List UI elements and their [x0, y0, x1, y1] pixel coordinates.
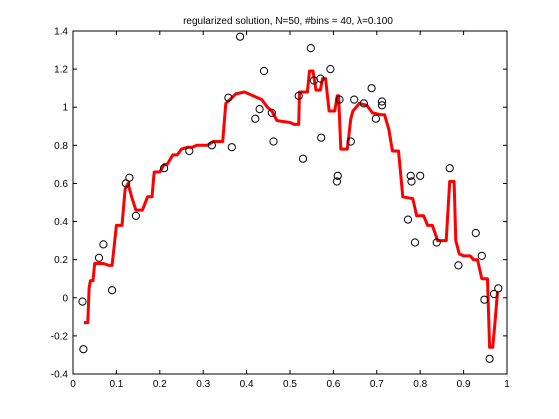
observation-point	[371, 114, 380, 123]
observation-point	[445, 164, 454, 173]
observation-point	[377, 101, 387, 110]
observation-point	[406, 171, 415, 180]
observation-point	[410, 238, 420, 247]
observation-point	[306, 44, 315, 53]
x-tick-label: 0.6	[326, 379, 340, 390]
x-tick-label: 0.9	[457, 379, 471, 390]
x-tick-label: 0.2	[153, 379, 167, 390]
x-tick-label: 0	[70, 379, 76, 390]
observation-point	[251, 114, 260, 123]
observation-point	[346, 137, 355, 146]
y-tick-label: 0.6	[54, 179, 68, 190]
observation-point	[350, 95, 359, 104]
observation-point	[255, 105, 264, 114]
observation-point	[416, 171, 425, 180]
observation-point	[224, 93, 233, 102]
y-tick-label: 0.2	[54, 255, 68, 266]
observation-point	[403, 215, 413, 224]
y-tick-label: 0	[62, 293, 68, 304]
observation-point	[335, 95, 344, 104]
y-tick-label: 1.2	[54, 65, 68, 76]
observation-point	[367, 84, 376, 93]
y-axis: -0.4 -0.2 0 0.2 0.4 0.6 0.8 1 1.2 1.4	[51, 27, 507, 381]
observation-point	[326, 65, 335, 74]
observation-point	[454, 261, 463, 270]
x-tick-label: 0.7	[370, 379, 384, 390]
observation-point	[485, 354, 494, 363]
observation-point	[131, 211, 140, 220]
x-tick-label: 0.5	[283, 379, 297, 390]
observation-point	[432, 238, 441, 247]
observation-point	[477, 251, 486, 260]
observation-point	[78, 297, 87, 306]
observation-point	[185, 146, 194, 156]
observation-point	[407, 177, 416, 186]
regularized-solution-line	[83, 69, 499, 349]
x-tick-label: 0.3	[196, 379, 210, 390]
observation-point	[267, 108, 276, 118]
observation-point	[294, 91, 303, 100]
observation-point	[480, 295, 489, 304]
observation-point	[359, 99, 368, 108]
observation-point	[471, 228, 480, 238]
x-tick-label: 0.1	[109, 379, 123, 390]
y-tick-label: 1.4	[54, 27, 68, 38]
y-tick-label: 0.8	[54, 141, 68, 152]
observation-point	[316, 74, 325, 83]
observation-point	[298, 154, 308, 163]
observation-point	[79, 345, 88, 354]
observation-point	[160, 164, 169, 173]
observation-point	[269, 137, 278, 146]
observation-point	[207, 141, 216, 150]
observation-markers	[78, 32, 503, 363]
observation-point	[317, 133, 326, 142]
observation-point	[494, 284, 503, 293]
observation-point	[259, 66, 269, 76]
x-tick-label: 1	[504, 379, 510, 390]
observation-point	[108, 286, 117, 295]
observation-point	[377, 97, 387, 106]
y-tick-label: -0.4	[51, 370, 69, 381]
x-tick-label: 0.8	[413, 379, 427, 390]
observation-point	[99, 240, 108, 249]
x-axis: 0 0.1 0.2 0.3 0.4 0.5 0.6 0.7 0.8 0.9 1	[70, 31, 510, 390]
x-tick-label: 0.4	[240, 379, 254, 390]
observation-point	[125, 173, 134, 182]
plot-frame	[72, 30, 508, 375]
observation-point	[236, 32, 245, 41]
chart-title: regularized solution, N=50, #bins = 40, …	[183, 16, 393, 27]
observation-point	[489, 289, 499, 299]
y-tick-label: 0.4	[54, 217, 68, 228]
observation-point	[333, 171, 342, 180]
observation-point	[227, 143, 236, 152]
y-tick-label: 1	[62, 103, 68, 114]
observation-point	[94, 253, 104, 262]
y-tick-label: -0.2	[51, 331, 69, 342]
observation-point	[332, 177, 341, 186]
